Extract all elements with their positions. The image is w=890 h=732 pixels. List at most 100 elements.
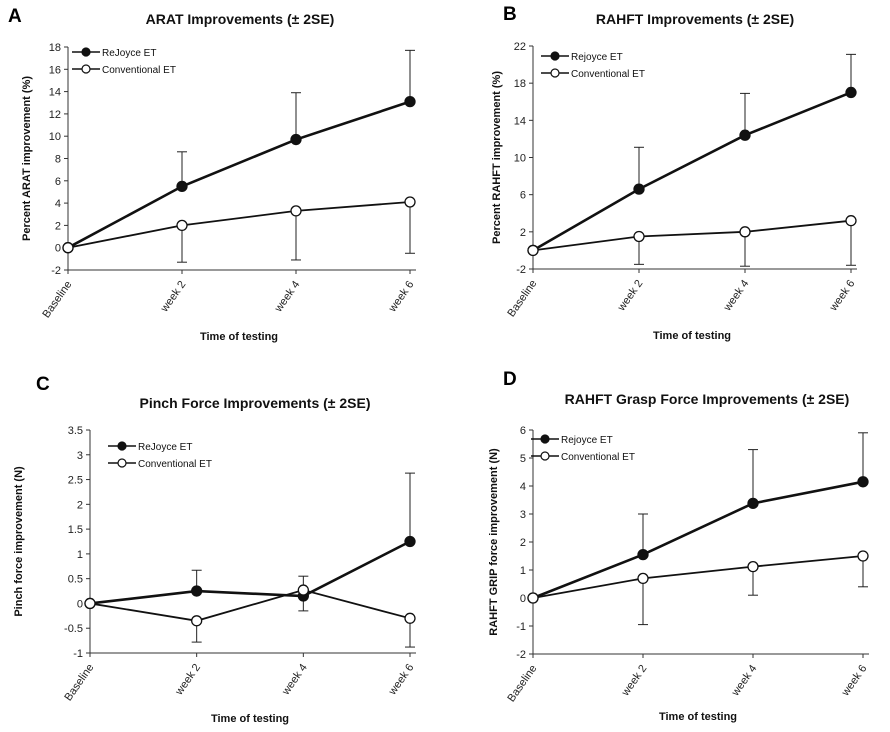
- chart-b-y-tick-label: 18: [514, 78, 526, 90]
- chart-c-x-axis-title: Time of testing: [211, 713, 289, 725]
- chart-b-x-tick-label: week 4: [721, 278, 751, 314]
- chart-b-x-tick-label: week 2: [615, 278, 645, 314]
- chart-b-title: RAHFT Improvements (± 2SE): [596, 11, 794, 27]
- chart-d-y-tick-label: 1: [520, 565, 526, 577]
- chart-panel-a: A ARAT Improvements (± 2SE) -2 0 2 4 6 8 10 12 14 1…: [0, 0, 445, 366]
- chart-c-panel-letter: C: [36, 374, 50, 395]
- chart-c-y-tick-label: 0.5: [68, 574, 83, 586]
- chart-d-panel-letter: D: [503, 369, 517, 390]
- chart-b-series-conventional-point: [633, 230, 645, 243]
- chart-b-legend-conventional-swatch-marker: [550, 68, 560, 78]
- chart-b-series-conventional-point: [739, 226, 751, 238]
- chart-a-x-axis-title: Time of testing: [200, 331, 278, 343]
- chart-d-series-conventional-point: [527, 592, 539, 604]
- chart-c-y-tick-label: 1: [77, 549, 83, 561]
- chart-a-y-tick-label: 0: [55, 243, 61, 255]
- chart-d-y-tick-label: 3: [520, 509, 526, 521]
- chart-c-x-tick-label: week 4: [279, 662, 309, 698]
- chart-d-series-rejoyce-line: [532, 480, 864, 600]
- chart-b-series-rejoyce-line: [532, 91, 852, 252]
- chart-a-series-rejoyce-line: [67, 100, 411, 249]
- chart-d-x-tick-label: week 6: [839, 663, 869, 699]
- chart-a-x-tick-label: Baseline: [40, 279, 74, 320]
- chart-b-series-conventional-point: [527, 244, 539, 257]
- chart-d-legend-conventional-label: Conventional ET: [561, 452, 635, 463]
- chart-a-legend-conventional-swatch-marker: [81, 64, 91, 74]
- chart-c-x-tick-label: Baseline: [62, 662, 96, 703]
- chart-a-series-rejoyce-point: [290, 133, 302, 146]
- chart-a-y-tick-label: 16: [49, 64, 61, 76]
- chart-c-y-tick-label: 3: [77, 450, 83, 462]
- chart-d-x-axis-title: Time of testing: [659, 711, 737, 723]
- chart-b-panel-letter: B: [503, 4, 517, 25]
- chart-d-series-conventional-point: [857, 550, 869, 562]
- chart-c-legend-conventional-label: Conventional ET: [138, 459, 212, 470]
- chart-a-legend-rejoyce-label: ReJoyce ET: [102, 48, 156, 59]
- chart-d-legend-rejoyce-label: Rejoyce ET: [561, 435, 613, 446]
- chart-d-x-tick-label: week 4: [729, 663, 759, 699]
- chart-panel-b: B RAHFT Improvements (± 2SE) -2 2 6 10 14 18 22 B…: [445, 0, 890, 366]
- chart-a-x-tick-label: week 2: [158, 279, 188, 315]
- chart-d-y-tick-label: -2: [516, 649, 526, 661]
- chart-d-y-tick-label: 6: [520, 425, 526, 437]
- chart-c-y-tick-label: 2.5: [68, 475, 83, 487]
- chart-b-y-tick-label: 6: [520, 190, 526, 202]
- chart-panel-c: C Pinch Force Improvements (± 2SE) -1 -0.5 0…: [0, 366, 445, 732]
- chart-b-series-conventional-line: [532, 219, 852, 252]
- chart-a-y-tick-label: 12: [49, 109, 61, 121]
- chart-a-series-conventional-line: [67, 201, 411, 249]
- chart-b-y-tick-label: 22: [514, 41, 526, 53]
- chart-a-x-tick-label: week 4: [272, 279, 302, 315]
- chart-b-y-axis-title: Percent RAHFT improvement (%): [491, 71, 503, 244]
- chart-c-legend-rejoyce-label: ReJoyce ET: [138, 442, 192, 453]
- chart-d-series-rejoyce-point: [637, 548, 649, 561]
- chart-b-y-tick-label: -2: [516, 264, 526, 276]
- chart-b-legend-rejoyce-label: Rejoyce ET: [571, 52, 623, 63]
- chart-panel-d: D RAHFT Grasp Force Improvements (± 2SE) -…: [445, 366, 890, 732]
- chart-a-series-conventional-point: [290, 205, 302, 217]
- chart-b-series-rejoyce-point: [845, 86, 857, 99]
- chart-a-x-tick-label: week 6: [386, 279, 416, 315]
- chart-a-y-tick-label: 4: [55, 198, 61, 210]
- chart-a-series-rejoyce-point: [404, 95, 416, 108]
- chart-c-series-conventional-point: [297, 584, 309, 596]
- chart-a-y-tick-label: -2: [51, 265, 61, 277]
- chart-b-series-conventional-point: [845, 215, 857, 227]
- chart-c-series-rejoyce-point: [404, 535, 416, 548]
- chart-d-x-tick-label: Baseline: [505, 663, 539, 704]
- chart-d-series-conventional-point: [747, 560, 759, 573]
- chart-d-y-tick-label: -1: [516, 621, 526, 633]
- chart-c-x-tick-label: week 6: [386, 662, 416, 698]
- chart-a-y-tick-label: 14: [49, 87, 61, 99]
- chart-b-x-tick-label: Baseline: [505, 278, 539, 319]
- chart-a-y-tick-label: 18: [49, 42, 61, 54]
- chart-b-y-tick-label: 14: [514, 115, 526, 127]
- chart-c-svg: C Pinch Force Improvements (± 2SE) -1 -0.5 0…: [13, 374, 416, 725]
- chart-c-y-tick-label: 0: [77, 598, 83, 610]
- chart-c-y-tick-label: 3.5: [68, 425, 83, 437]
- chart-d-svg: D RAHFT Grasp Force Improvements (± 2SE) -…: [488, 369, 869, 723]
- chart-c-series-conventional-point: [84, 597, 96, 610]
- chart-a-svg: A ARAT Improvements (± 2SE) -2 0 2 4 6 8 10 12 14 1…: [8, 6, 416, 343]
- chart-a-y-tick-label: 8: [55, 154, 61, 166]
- chart-a-series-rejoyce-point: [176, 180, 188, 193]
- chart-c-y-axis-title: Pinch force improvement (N): [13, 466, 25, 617]
- chart-c-x-tick-label: week 2: [173, 662, 203, 698]
- chart-b-legend-rejoyce-swatch-marker: [550, 51, 560, 61]
- chart-d-legend-conventional-swatch-marker: [540, 451, 550, 461]
- chart-d-y-tick-label: 5: [520, 453, 526, 465]
- chart-c-series-conventional-point: [404, 612, 416, 624]
- chart-a-y-tick-label: 2: [55, 220, 61, 232]
- chart-a-legend-conventional-label: Conventional ET: [102, 65, 176, 76]
- chart-d-series-conventional-point: [637, 572, 649, 585]
- chart-c-series-rejoyce-line: [89, 540, 411, 605]
- chart-a-series-conventional-point: [404, 196, 416, 208]
- chart-b-series-rejoyce-point: [633, 183, 645, 195]
- chart-d-y-tick-label: 2: [520, 537, 526, 549]
- chart-c-legend-conventional-swatch-marker: [117, 458, 127, 468]
- chart-d-series-rejoyce-point: [857, 476, 869, 488]
- chart-d-y-tick-label: 0: [520, 593, 526, 605]
- chart-c-legend-rejoyce-swatch-marker: [117, 441, 127, 451]
- chart-b-x-axis-title: Time of testing: [653, 330, 731, 342]
- chart-c-series-rejoyce-point: [191, 585, 203, 597]
